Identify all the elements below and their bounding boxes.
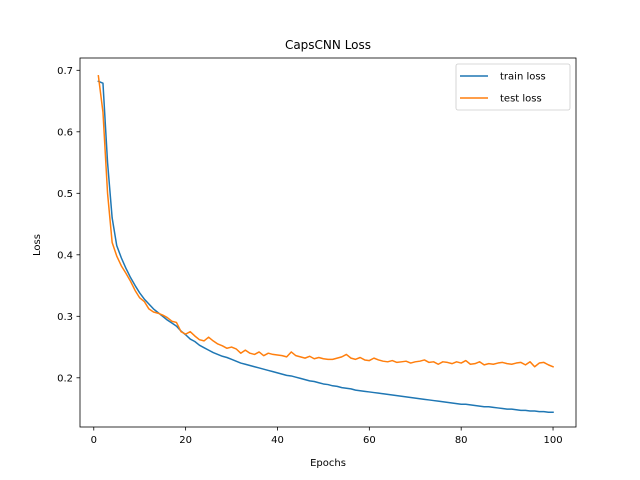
y-axis: 0.2 0.3 0.4 0.5 0.6 0.7 [57,66,80,384]
y-tick-label: 0.4 [57,250,73,261]
y-tick-label: 0.6 [57,127,73,138]
x-tick-label: 40 [271,435,284,446]
y-tick-label: 0.7 [57,66,73,77]
legend-label-0: train loss [500,72,546,83]
x-axis: 0 20 40 60 80 100 [91,427,563,446]
plot-area [79,57,577,428]
series-line-1 [97,74,555,368]
x-tick-label: 20 [179,435,192,446]
x-tick-label: 80 [455,435,468,446]
y-tick-label: 0.2 [57,373,73,384]
x-tick-label: 100 [543,435,562,446]
legend-label-1: test loss [500,94,542,105]
x-axis-label: Epochs [310,458,346,469]
series-group [97,74,555,413]
plot-frame [79,57,577,428]
x-tick-label: 60 [363,435,376,446]
y-tick-label: 0.5 [57,189,73,200]
legend: train loss test loss [455,63,571,111]
y-axis-label: Loss [32,234,43,256]
series-line-0 [97,80,554,413]
chart-title: CapsCNN Loss [285,38,371,52]
x-tick-label: 0 [91,435,97,446]
y-tick-label: 0.3 [57,312,73,323]
